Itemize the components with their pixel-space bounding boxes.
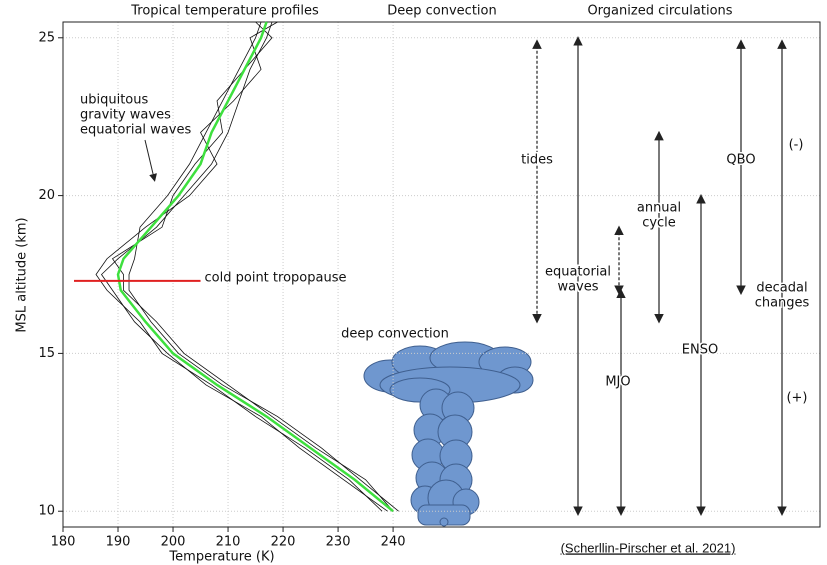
range-label: QBO [726,153,755,168]
y-axis-label: MSL altitude (km) [15,217,30,332]
cloud [363,341,534,527]
tropopause-label: cold point tropopause [205,270,347,285]
range-label: equatorial [545,265,611,280]
x-tick-label: 230 [326,535,351,550]
plot-frame [62,21,821,528]
profile-line [100,21,388,512]
y-tick-label: 20 [38,188,55,203]
profile-line [95,21,383,512]
y-tick-label: 10 [38,504,55,519]
range-label: (-) [789,138,804,153]
range-label: annual [637,201,681,216]
range-label: MJO [605,375,630,390]
y-tick-label: 25 [38,30,55,45]
range-label: (+) [786,391,807,406]
range-label: tides [521,153,553,168]
range-label: decadal [756,281,807,296]
x-tick-label: 220 [271,535,296,550]
x-axis-label: Temperature (K) [168,550,274,565]
citation: (Scherllin-Pirscher et al. 2021) [561,540,736,555]
wave-note: equatorial waves [80,123,191,138]
column-title: Deep convection [387,4,496,19]
x-tick-label: 200 [161,535,186,550]
profile-line [128,21,399,512]
x-tick-label: 210 [216,535,241,550]
wave-note: ubiquitous [80,93,148,108]
x-tick-label: 180 [51,535,76,550]
column-title: Organized circulations [587,4,732,19]
profile-line [111,21,394,512]
convection-label: deep convection [341,327,449,342]
y-tick-label: 15 [38,346,55,361]
profile-line [116,21,394,513]
column-title: Tropical temperature profiles [130,4,319,19]
range-label: waves [557,280,598,295]
x-tick-label: 190 [106,535,131,550]
x-tick-label: 240 [381,535,406,550]
range-label: cycle [642,216,676,231]
wave-note: gravity waves [80,108,171,123]
range-label: changes [755,296,810,311]
range-label: ENSO [682,343,718,358]
note-arrow [144,139,157,182]
